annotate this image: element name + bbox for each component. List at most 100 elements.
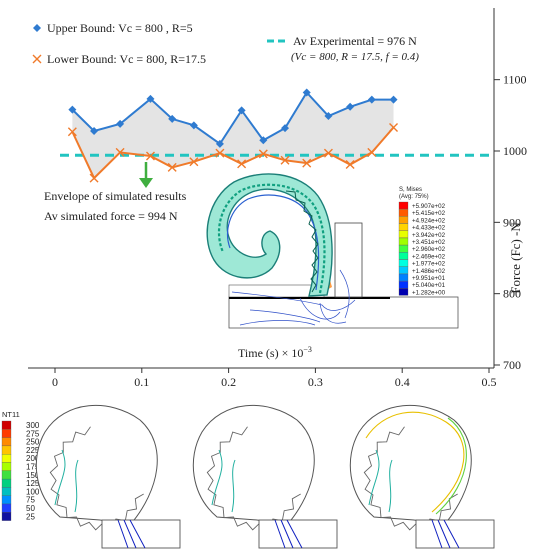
stress-legend-swatch — [398, 266, 409, 274]
legend-experimental-conditions: (Vc = 800, R = 17.5, f = 0.4) — [291, 51, 419, 63]
temperature-legend-value: 100 — [26, 487, 40, 496]
stress-legend-title: S, Mises — [399, 187, 422, 193]
temperature-legend-value: 75 — [26, 496, 35, 505]
temperature-legend-swatch — [1, 462, 12, 471]
temperature-legend-swatch — [1, 470, 12, 480]
isotherm-tool — [117, 519, 146, 549]
y-tick-label: 700 — [503, 358, 521, 372]
lower-bound-point — [237, 159, 247, 169]
isotherm-mid — [435, 417, 467, 515]
stress-legend-swatch — [398, 245, 409, 253]
lower-bound-point — [189, 157, 199, 167]
y-axis-label: Force (Fc) -N — [508, 222, 523, 294]
upper-bound-point — [389, 95, 398, 104]
stress-legend-value: +3.942e+02 — [412, 232, 446, 239]
chip-outline — [192, 404, 315, 526]
temperature-legend-swatch — [1, 420, 12, 430]
lower-bound-point — [302, 158, 312, 168]
temperature-legend-swatch — [1, 512, 12, 521]
lower-bound-point — [280, 155, 290, 165]
x-tick-label: 0 — [52, 375, 58, 389]
y-tick-label: 1000 — [503, 144, 527, 158]
x-tick-label: 0.5 — [482, 375, 497, 389]
stress-legend-swatch — [398, 201, 409, 210]
stress-legend-value: +1.486e+02 — [412, 268, 446, 275]
lower-bound-point — [323, 148, 333, 158]
x-tick-label: 0.4 — [395, 375, 410, 389]
temperature-legend-swatch — [1, 445, 12, 455]
isotherm-tool — [431, 519, 460, 549]
stress-legend-value: +1.282e+00 — [412, 289, 446, 296]
legend-experimental-label: Av Experimental = 976 N — [293, 34, 417, 48]
chip-body — [206, 173, 333, 297]
legend-lower-label: Lower Bound: Vc = 800, R=17.5 — [47, 52, 206, 66]
chart: 700 800 900 1000 1100 0 0.1 0.2 0.3 0.4 0.5 Force… — [28, 8, 527, 389]
stress-legend-swatch — [398, 209, 409, 217]
tool-block — [415, 519, 495, 549]
temperature-panel-1 — [35, 404, 181, 549]
stress-legend-value: +5.907e+02 — [412, 203, 446, 210]
legend-lower-marker — [32, 54, 42, 64]
x-axis-label-text: Time (s) × 10 — [238, 346, 303, 360]
stress-legend-value: +4.924e+02 — [412, 217, 446, 224]
x-tick-label: 0.2 — [221, 375, 236, 389]
stress-legend-swatch — [398, 230, 409, 238]
stress-legend-value: +4.433e+02 — [412, 225, 446, 232]
y-tick-label: 1100 — [503, 73, 527, 87]
stress-legend-value: +5.040e+01 — [412, 282, 446, 289]
stress-legend-value: +2.469e+02 — [412, 253, 446, 260]
lower-bound-point — [89, 173, 99, 183]
stress-legend-swatch — [398, 273, 409, 282]
annotation-envelope: Envelope of simulated results — [44, 189, 187, 203]
cutting-tool — [334, 222, 363, 298]
isotherm-cool — [54, 449, 79, 513]
upper-bound-point — [116, 119, 125, 128]
lower-bound-point — [389, 122, 399, 132]
legend: Upper Bound: Vc = 800 , R=5 Lower Bound:… — [32, 21, 419, 66]
isotherm-cool — [211, 449, 236, 513]
chip-inner-contour — [227, 194, 320, 291]
x-tick-label: 0.1 — [134, 375, 149, 389]
temperature-legend-swatch — [1, 454, 12, 463]
temperature-legend-value: 175 — [26, 463, 40, 472]
y-axis-ticks: 700 800 900 1000 1100 — [494, 73, 527, 372]
stress-legend: +5.907e+02+5.415e+02+4.924e+02+4.433e+02… — [398, 201, 446, 296]
lower-bound-point — [67, 127, 77, 137]
temperature-legend-swatch — [1, 429, 12, 438]
annotation-average-force: Av simulated force = 994 N — [44, 209, 178, 223]
upper-bound-markers — [68, 88, 398, 148]
lower-bound-point — [167, 162, 177, 172]
temperature-legend-value: 125 — [26, 479, 40, 488]
legend-upper-label: Upper Bound: Vc = 800 , R=5 — [47, 21, 193, 35]
temperature-legend-value: 275 — [26, 429, 40, 438]
lower-bound-point — [145, 151, 155, 161]
isotherm-cool — [368, 449, 393, 513]
temperature-panel-group — [35, 404, 495, 549]
temperature-panel-3 — [349, 404, 495, 549]
temperature-legend-swatch — [1, 487, 12, 496]
stress-legend-swatch — [398, 281, 409, 289]
lower-bound-markers — [67, 122, 399, 183]
upper-bound-point — [324, 112, 333, 121]
y-tick-label: 900 — [503, 215, 521, 229]
workpiece-base — [228, 296, 459, 329]
temperature-legend-swatch — [1, 437, 12, 447]
temperature-legend-value: 250 — [26, 438, 40, 447]
upper-bound-point — [168, 114, 177, 123]
upper-bound-point — [367, 95, 376, 104]
temperature-legend-value: 50 — [26, 504, 35, 513]
chip-serrations — [285, 190, 319, 293]
chip-outline — [35, 404, 158, 526]
temperature-legend-value: 225 — [26, 446, 40, 455]
stress-legend-value: +3.451e+02 — [412, 239, 446, 246]
y-tick-label: 800 — [503, 287, 521, 301]
stress-legend-swatch — [398, 252, 409, 260]
stress-legend-swatch — [398, 237, 409, 246]
stress-legend-swatch — [398, 223, 409, 231]
upper-bound-point — [302, 88, 311, 97]
tool-block — [101, 519, 181, 549]
chip-contour-band — [217, 183, 326, 294]
x-axis-label: Time (s) × 10−3 — [238, 345, 312, 360]
plot-area — [60, 88, 492, 183]
